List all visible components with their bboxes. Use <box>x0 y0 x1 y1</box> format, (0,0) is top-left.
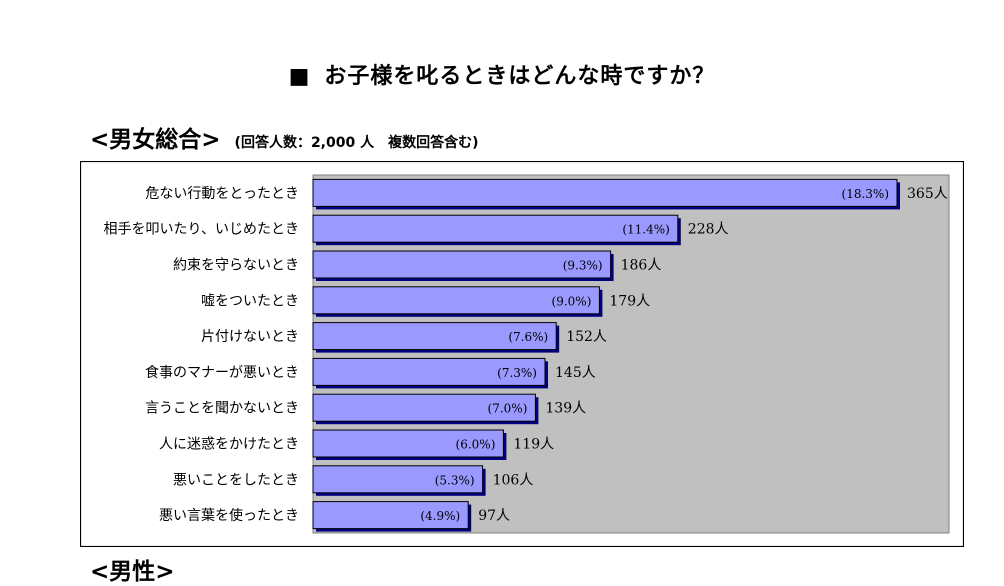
bar-percent-label: (7.3%) <box>497 366 537 380</box>
square-bullet-icon: ■ <box>288 64 311 89</box>
bar-value-label: 145人 <box>555 365 596 381</box>
page-title: ■ お子様を叱るときはどんな時ですか？ <box>0 58 1004 90</box>
category-label: 約束を守らないとき <box>173 258 299 274</box>
category-label: 危ない行動をとったとき <box>145 186 299 202</box>
bar-percent-label: (6.0%) <box>456 438 496 452</box>
bar-percent-label: (18.3%) <box>842 187 889 201</box>
bar <box>312 501 469 530</box>
bar <box>312 178 898 207</box>
bar <box>312 393 536 422</box>
category-label: 人に迷惑をかけたとき <box>159 437 299 453</box>
bar <box>312 357 546 386</box>
bar-percent-label: (7.0%) <box>488 402 528 416</box>
respondent-note: (回答人数：2,000 人 複数回答含む) <box>234 135 479 151</box>
bar-value-label: 152人 <box>566 329 607 345</box>
bar <box>312 465 484 494</box>
category-label: 食事のマナーが悪いとき <box>145 364 299 381</box>
bar-value-label: 97人 <box>478 508 510 524</box>
bar-value-label: 228人 <box>688 222 729 238</box>
bar-value-label: 106人 <box>493 472 534 488</box>
bar-percent-label: (5.3%) <box>435 473 475 487</box>
category-label: 片付けないとき <box>201 329 299 345</box>
bar-percent-label: (11.4%) <box>622 223 669 237</box>
bar-percent-label: (4.9%) <box>420 509 460 523</box>
bar <box>312 250 612 279</box>
page-title-text: お子様を叱るときはどんな時ですか？ <box>324 64 716 89</box>
bar <box>312 214 679 243</box>
bar <box>312 322 557 351</box>
category-label: 悪い言葉を使ったとき <box>159 507 299 524</box>
bar-percent-label: (9.3%) <box>563 259 603 273</box>
bar-value-label: 365人 <box>907 186 948 202</box>
bar-value-label: 139人 <box>545 401 586 417</box>
category-label: 言うことを聞かないとき <box>145 401 299 417</box>
bar-value-label: 119人 <box>513 437 554 453</box>
bar-value-label: 179人 <box>609 293 650 309</box>
bar <box>312 429 504 458</box>
bar-percent-label: (9.0%) <box>552 294 592 308</box>
next-section-heading: <男性> <box>90 559 175 585</box>
section-header: <男女総合> (回答人数：2,000 人 複数回答含む) <box>90 120 479 154</box>
category-label: 相手を叩いたり、いじめたとき <box>104 222 299 238</box>
section-heading: <男女総合> <box>90 127 221 153</box>
bar <box>312 286 600 315</box>
category-label: 悪いことをしたとき <box>173 472 299 488</box>
bar-value-label: 186人 <box>621 258 662 274</box>
category-label: 嘘をついたとき <box>201 293 299 309</box>
bar-percent-label: (7.6%) <box>508 330 548 344</box>
